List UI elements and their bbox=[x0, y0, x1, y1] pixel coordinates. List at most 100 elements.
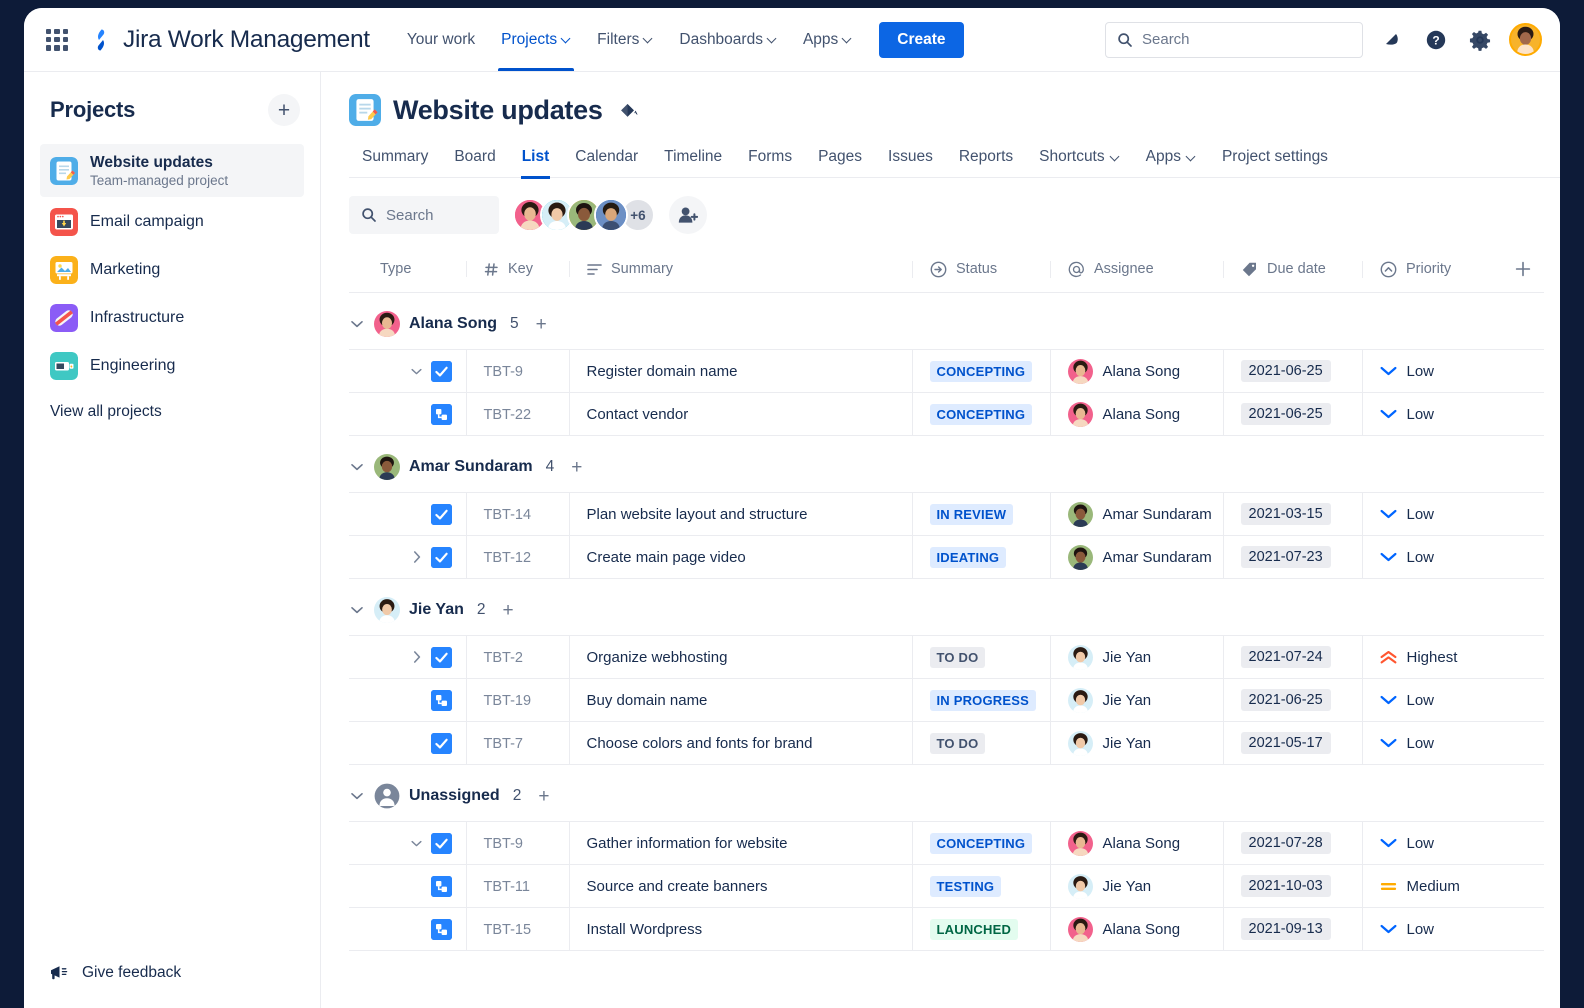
cell-key[interactable]: TBT-12 bbox=[465, 535, 569, 579]
issues-table-wrapper[interactable]: Type Key bbox=[349, 250, 1560, 1008]
table-row[interactable]: TBT-22 Contact vendor CONCEPTING Alana S… bbox=[349, 392, 1544, 436]
group-add-issue-button[interactable]: + bbox=[571, 456, 583, 478]
tab-board[interactable]: Board bbox=[441, 140, 508, 177]
cell-priority[interactable]: Low bbox=[1361, 821, 1504, 865]
chevron-down-icon[interactable] bbox=[410, 840, 424, 847]
cell-status[interactable]: CONCEPTING bbox=[911, 821, 1050, 865]
cell-type[interactable] bbox=[349, 392, 466, 436]
color-fill-icon[interactable] bbox=[617, 99, 639, 121]
cell-priority[interactable]: Highest bbox=[1361, 635, 1504, 679]
cell-key[interactable]: TBT-15 bbox=[465, 907, 569, 951]
sidebar-item-engineering[interactable]: Engineering bbox=[40, 343, 304, 389]
cell-key[interactable]: TBT-22 bbox=[465, 392, 569, 436]
list-search-input[interactable]: Search bbox=[349, 196, 499, 234]
cell-type[interactable] bbox=[349, 492, 466, 536]
cell-due-date[interactable]: 2021-07-24 bbox=[1222, 635, 1362, 679]
tab-summary[interactable]: Summary bbox=[349, 140, 441, 177]
cell-key[interactable]: TBT-7 bbox=[465, 721, 569, 765]
cell-summary[interactable]: Plan website layout and structure bbox=[568, 492, 912, 536]
table-row[interactable]: TBT-7 Choose colors and fonts for brand … bbox=[349, 721, 1544, 765]
cell-type[interactable] bbox=[349, 907, 466, 951]
cell-key[interactable]: TBT-9 bbox=[465, 821, 569, 865]
sidebar-item-marketing[interactable]: Marketing bbox=[40, 247, 304, 293]
help-question-circle-icon[interactable]: ? bbox=[1421, 25, 1451, 55]
sidebar-item-infrastructure[interactable]: Infrastructure bbox=[40, 295, 304, 341]
table-row[interactable]: TBT-2 Organize webhosting TO DO Jie Yan … bbox=[349, 635, 1544, 679]
cell-type[interactable] bbox=[349, 721, 466, 765]
group-header-row[interactable]: Alana Song 5 + bbox=[349, 293, 1544, 350]
cell-summary[interactable]: Buy domain name bbox=[568, 678, 912, 722]
view-all-projects-link[interactable]: View all projects bbox=[50, 403, 162, 421]
cell-priority[interactable]: Low bbox=[1361, 678, 1504, 722]
cell-assignee[interactable]: Jie Yan bbox=[1049, 864, 1223, 908]
group-header-row[interactable]: Amar Sundaram 4 + bbox=[349, 436, 1544, 493]
nav-item-dashboards[interactable]: Dashboards bbox=[666, 8, 790, 71]
table-row[interactable]: TBT-14 Plan website layout and structure… bbox=[349, 492, 1544, 536]
table-row[interactable]: TBT-9 Gather information for website CON… bbox=[349, 821, 1544, 865]
cell-status[interactable]: LAUNCHED bbox=[911, 907, 1050, 951]
sidebar-item-website-updates[interactable]: Website updates Team-managed project bbox=[40, 144, 304, 198]
create-button[interactable]: Create bbox=[879, 21, 964, 58]
group-header-unassigned[interactable]: Unassigned 2 + bbox=[349, 783, 1544, 809]
cell-due-date[interactable]: 2021-06-25 bbox=[1222, 392, 1362, 436]
chevron-down-icon[interactable] bbox=[349, 792, 365, 800]
nav-item-apps[interactable]: Apps bbox=[790, 8, 865, 71]
add-column-button[interactable] bbox=[1504, 250, 1544, 293]
cell-key[interactable]: TBT-19 bbox=[465, 678, 569, 722]
cell-key[interactable]: TBT-11 bbox=[465, 864, 569, 908]
cell-priority[interactable]: Low bbox=[1361, 492, 1504, 536]
cell-status[interactable]: IN PROGRESS bbox=[911, 678, 1050, 722]
chevron-right-icon[interactable] bbox=[410, 551, 424, 563]
sidebar-item-email-campaign[interactable]: Email campaign bbox=[40, 199, 304, 245]
cell-priority[interactable]: Low bbox=[1361, 721, 1504, 765]
tab-shortcuts[interactable]: Shortcuts bbox=[1026, 140, 1132, 177]
tab-calendar[interactable]: Calendar bbox=[562, 140, 651, 177]
cell-status[interactable]: TO DO bbox=[911, 721, 1050, 765]
tab-project-settings[interactable]: Project settings bbox=[1209, 140, 1341, 177]
chevron-down-icon[interactable] bbox=[349, 463, 365, 471]
column-header-status[interactable]: Status bbox=[912, 250, 1050, 293]
nav-item-projects[interactable]: Projects bbox=[488, 8, 584, 71]
column-header-priority[interactable]: Priority bbox=[1362, 250, 1504, 293]
cell-type[interactable] bbox=[349, 635, 466, 679]
tab-reports[interactable]: Reports bbox=[946, 140, 1026, 177]
group-header-row[interactable]: Unassigned 2 + bbox=[349, 765, 1544, 822]
global-search-input[interactable]: Search bbox=[1105, 21, 1363, 58]
cell-key[interactable]: TBT-14 bbox=[465, 492, 569, 536]
cell-assignee[interactable]: Alana Song bbox=[1049, 821, 1223, 865]
cell-due-date[interactable]: 2021-07-28 bbox=[1222, 821, 1362, 865]
cell-assignee[interactable]: Jie Yan bbox=[1049, 678, 1223, 722]
column-header-summary[interactable]: Summary bbox=[569, 250, 912, 293]
cell-due-date[interactable]: 2021-06-25 bbox=[1222, 678, 1362, 722]
cell-summary[interactable]: Choose colors and fonts for brand bbox=[568, 721, 912, 765]
cell-status[interactable]: TO DO bbox=[911, 635, 1050, 679]
cell-assignee[interactable]: Alana Song bbox=[1049, 349, 1223, 393]
avatar-fred-cole[interactable] bbox=[594, 198, 628, 232]
table-row[interactable]: TBT-11 Source and create banners TESTING… bbox=[349, 864, 1544, 908]
cell-priority[interactable]: Low bbox=[1361, 907, 1504, 951]
cell-key[interactable]: TBT-2 bbox=[465, 635, 569, 679]
cell-type[interactable] bbox=[349, 678, 466, 722]
column-header-key[interactable]: Key bbox=[466, 250, 569, 293]
cell-assignee[interactable]: Amar Sundaram bbox=[1049, 535, 1223, 579]
nav-item-filters[interactable]: Filters bbox=[584, 8, 666, 71]
user-avatar[interactable] bbox=[1509, 23, 1542, 56]
tab-pages[interactable]: Pages bbox=[805, 140, 875, 177]
cell-summary[interactable]: Contact vendor bbox=[568, 392, 912, 436]
cell-status[interactable]: CONCEPTING bbox=[911, 349, 1050, 393]
add-person-button[interactable] bbox=[669, 196, 707, 234]
group-add-issue-button[interactable]: + bbox=[538, 785, 550, 807]
cell-due-date[interactable]: 2021-05-17 bbox=[1222, 721, 1362, 765]
cell-assignee[interactable]: Jie Yan bbox=[1049, 635, 1223, 679]
column-header-assignee[interactable]: Assignee bbox=[1050, 250, 1223, 293]
cell-summary[interactable]: Install Wordpress bbox=[568, 907, 912, 951]
cell-due-date[interactable]: 2021-03-15 bbox=[1222, 492, 1362, 536]
cell-type[interactable] bbox=[349, 535, 466, 579]
group-header-row[interactable]: Jie Yan 2 + bbox=[349, 579, 1544, 636]
cell-summary[interactable]: Organize webhosting bbox=[568, 635, 912, 679]
give-feedback-button[interactable]: Give feedback bbox=[40, 952, 304, 1008]
cell-status[interactable]: CONCEPTING bbox=[911, 392, 1050, 436]
settings-gear-icon[interactable] bbox=[1465, 25, 1495, 55]
chevron-down-icon[interactable] bbox=[410, 368, 424, 375]
group-header-amar-sundaram[interactable]: Amar Sundaram 4 + bbox=[349, 454, 1544, 480]
